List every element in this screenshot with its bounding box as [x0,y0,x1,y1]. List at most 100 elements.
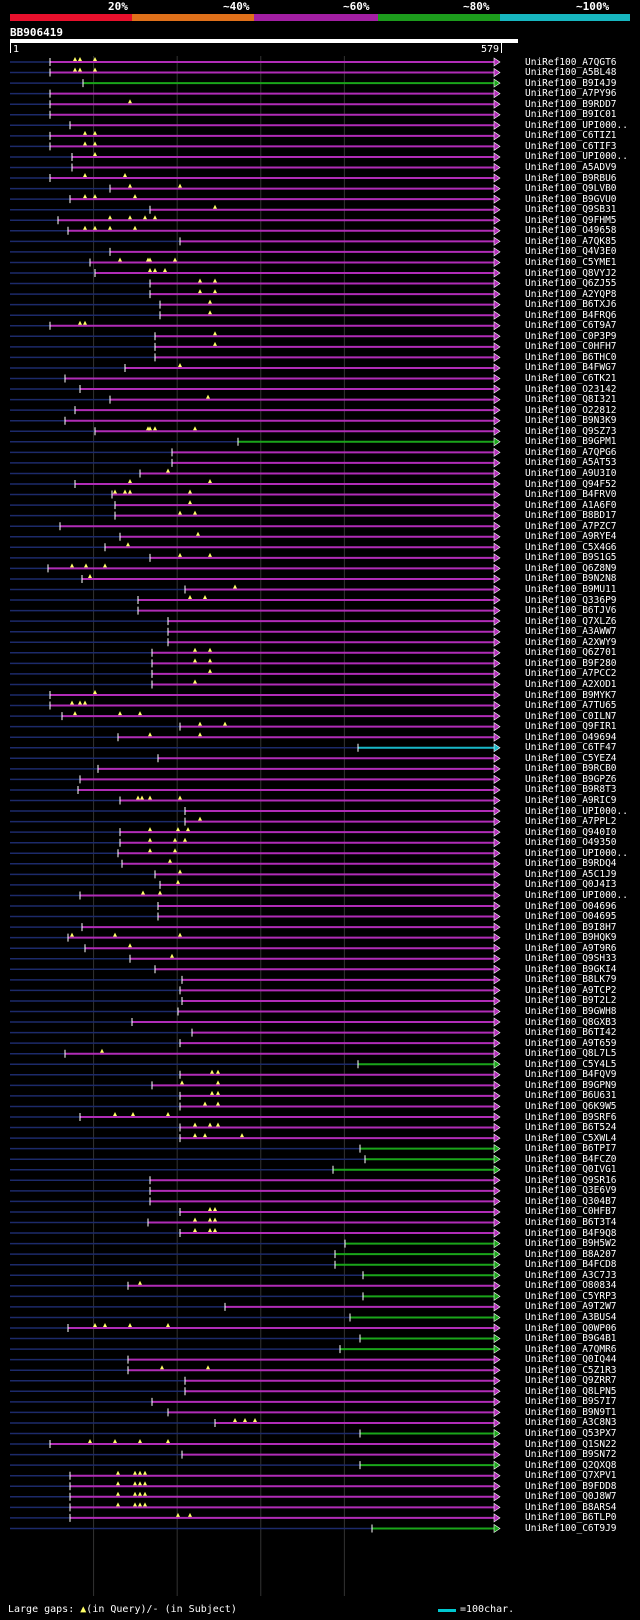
hit-id-link[interactable]: UniRef100_A2YQP8 [525,288,617,300]
hit-id-link[interactable]: UniRef100_Q8VYJ2 [525,267,617,279]
hit-id-link[interactable]: UniRef100_C0HFH7 [525,341,617,353]
hit-id-link[interactable]: UniRef100_Q9FHM5 [525,214,617,226]
hit-id-link[interactable]: UniRef100_B6TI42 [525,1027,617,1039]
hit-id-link[interactable]: UniRef100_C5Z1R3 [525,1364,617,1376]
hit-id-link[interactable]: UniRef100_O49694 [525,731,617,743]
hit-id-link[interactable]: UniRef100_A1A6F0 [525,499,617,511]
hit-id-link[interactable]: UniRef100_A7TU65 [525,700,617,712]
hit-id-link[interactable]: UniRef100_A7PY96 [525,88,617,100]
hit-id-link[interactable]: UniRef100_B6TJV6 [525,605,617,617]
hit-id-link[interactable]: UniRef100_Q4V3E0 [525,246,617,258]
hit-id-link[interactable]: UniRef100_Q9FIR1 [525,721,617,733]
hit-id-link[interactable]: UniRef100_B9SN72 [525,1449,617,1461]
hit-id-link[interactable]: UniRef100_C6T9J9 [525,1522,617,1534]
hit-id-link[interactable]: UniRef100_Q6K9W5 [525,1100,617,1112]
hit-id-link[interactable]: UniRef100_B9F280 [525,657,617,669]
hit-id-link[interactable]: UniRef100_C5YME1 [525,256,617,268]
hit-id-link[interactable]: UniRef100_B8BD17 [525,510,617,522]
hit-id-link[interactable]: UniRef100_Q8LPN5 [525,1385,617,1397]
hit-id-link[interactable]: UniRef100_C0ILN7 [525,710,617,722]
hit-id-link[interactable]: UniRef100_B9R8T3 [525,784,617,796]
hit-id-link[interactable]: UniRef100_A9T2W7 [525,1301,617,1313]
hit-id-link[interactable]: UniRef100_C6TK21 [525,373,617,384]
hit-id-link[interactable]: UniRef100_Q3E6V9 [525,1185,617,1197]
hit-id-link[interactable]: UniRef100_A9T659 [525,1037,617,1049]
hit-id-link[interactable]: UniRef100_B8ARS4 [525,1501,617,1513]
hit-id-link[interactable]: UniRef100_C5YRP3 [525,1290,617,1302]
hit-id-link[interactable]: UniRef100_O49658 [525,225,617,237]
hit-id-link[interactable]: UniRef100_B9H5W2 [525,1238,617,1250]
hit-id-link[interactable]: UniRef100_B9G4B1 [525,1333,617,1345]
hit-id-link[interactable]: UniRef100_Q0J8W7 [525,1491,617,1503]
hit-id-link[interactable]: UniRef100_B9RBU6 [525,172,617,184]
hit-id-link[interactable]: UniRef100_UPI000.. [525,889,628,901]
hit-id-link[interactable]: UniRef100_A7QMR6 [525,1343,617,1355]
hit-id-link[interactable]: UniRef100_Q6Z701 [525,647,617,659]
hit-id-link[interactable]: UniRef100_A9U3I0 [525,467,617,479]
hit-id-link[interactable]: UniRef100_C6TIF3 [525,140,617,152]
hit-id-link[interactable]: UniRef100_A7QPG6 [525,446,617,458]
hit-id-link[interactable]: UniRef100_B6THC0 [525,351,617,363]
hit-id-link[interactable]: UniRef100_B9N9T1 [525,1406,617,1418]
hit-id-link[interactable]: UniRef100_B4FCD8 [525,1259,617,1271]
hit-id-link[interactable]: UniRef100_Q9ZRR7 [525,1375,617,1387]
hit-id-link[interactable]: UniRef100_Q9SH33 [525,953,617,965]
hit-id-link[interactable]: UniRef100_A5AT53 [525,457,617,469]
hit-id-link[interactable]: UniRef100_Q336P9 [525,594,617,606]
hit-id-link[interactable]: UniRef100_B4FWG7 [525,362,617,374]
hit-id-link[interactable]: UniRef100_A3AWW7 [525,626,617,638]
hit-id-link[interactable]: UniRef100_O23142 [525,383,617,395]
hit-id-link[interactable]: UniRef100_C5YEZ4 [525,752,617,764]
hit-id-link[interactable]: UniRef100_B6TLP0 [525,1512,617,1524]
hit-id-link[interactable]: UniRef100_C0P3P9 [525,330,617,342]
hit-id-link[interactable]: UniRef100_B9N3K9 [525,415,617,427]
hit-id-link[interactable]: UniRef100_A9RIC9 [525,795,617,806]
hit-id-link[interactable]: UniRef100_B8LK79 [525,974,617,986]
hit-id-link[interactable]: UniRef100_Q6Z8N9 [525,562,617,574]
hit-id-link[interactable]: UniRef100_B9S1G5 [525,552,617,564]
hit-id-link[interactable]: UniRef100_A2XOD1 [525,678,617,690]
hit-id-link[interactable]: UniRef100_B4FCZ0 [525,1153,617,1165]
hit-id-link[interactable]: UniRef100_B9FDD8 [525,1480,617,1492]
hit-id-link[interactable]: UniRef100_B6TXJ6 [525,299,617,311]
hit-id-link[interactable]: UniRef100_O80834 [525,1280,617,1292]
hit-id-link[interactable]: UniRef100_O04696 [525,900,617,912]
hit-id-link[interactable]: UniRef100_B6T3T4 [525,1217,617,1228]
hit-id-link[interactable]: UniRef100_B9GVU0 [525,193,617,205]
hit-id-link[interactable]: UniRef100_B9GWH8 [525,1006,617,1017]
hit-id-link[interactable]: UniRef100_B9SRF6 [525,1111,617,1123]
hit-id-link[interactable]: UniRef100_C5Y4L5 [525,1058,617,1070]
hit-id-link[interactable]: UniRef100_B4FRV0 [525,489,617,501]
hit-id-link[interactable]: UniRef100_A5C1J9 [525,868,617,880]
hit-id-link[interactable]: UniRef100_A9T9R6 [525,942,617,954]
hit-id-link[interactable]: UniRef100_A5BL48 [525,67,617,79]
hit-id-link[interactable]: UniRef100_B9I8H7 [525,921,617,933]
hit-id-link[interactable]: UniRef100_A3C8N3 [525,1417,617,1429]
hit-id-link[interactable]: UniRef100_Q940I0 [525,826,617,838]
hit-id-link[interactable]: UniRef100_C6TF47 [525,742,617,754]
hit-id-link[interactable]: UniRef100_Q8L7L5 [525,1048,617,1060]
hit-id-link[interactable]: UniRef100_B9MU11 [525,584,617,595]
hit-id-link[interactable]: UniRef100_Q304B7 [525,1195,617,1207]
hit-id-link[interactable]: UniRef100_B6U631 [525,1090,617,1102]
hit-id-link[interactable]: UniRef100_A7QK85 [525,235,617,247]
hit-id-link[interactable]: UniRef100_B9GPZ6 [525,773,617,785]
hit-id-link[interactable]: UniRef100_B9RDQ4 [525,858,617,870]
hit-id-link[interactable]: UniRef100_Q1SN22 [525,1438,617,1450]
hit-id-link[interactable]: UniRef100_Q94F52 [525,478,617,490]
hit-id-link[interactable]: UniRef100_Q9SR16 [525,1174,617,1186]
hit-id-link[interactable]: UniRef100_Q2QXQ8 [525,1459,617,1471]
hit-id-link[interactable]: UniRef100_C5X4G6 [525,541,617,553]
hit-id-link[interactable]: UniRef100_B6TPI7 [525,1143,617,1155]
hit-id-link[interactable]: UniRef100_Q7XPV1 [525,1470,617,1482]
hit-id-link[interactable]: UniRef100_A3C7J3 [525,1269,617,1281]
hit-id-link[interactable]: UniRef100_UPI000.. [525,805,628,817]
hit-id-link[interactable]: UniRef100_O22812 [525,404,617,416]
hit-id-link[interactable]: UniRef100_A7PPL2 [525,816,617,828]
hit-id-link[interactable]: UniRef100_Q9SZ73 [525,425,617,437]
hit-id-link[interactable]: UniRef100_B9N2N8 [525,573,617,585]
hit-id-link[interactable]: UniRef100_UPI000.. [525,847,628,859]
hit-id-link[interactable]: UniRef100_Q6ZJ55 [525,278,617,290]
hit-id-link[interactable]: UniRef100_B9RDD7 [525,98,617,110]
hit-id-link[interactable]: UniRef100_B4FQV9 [525,1069,617,1081]
